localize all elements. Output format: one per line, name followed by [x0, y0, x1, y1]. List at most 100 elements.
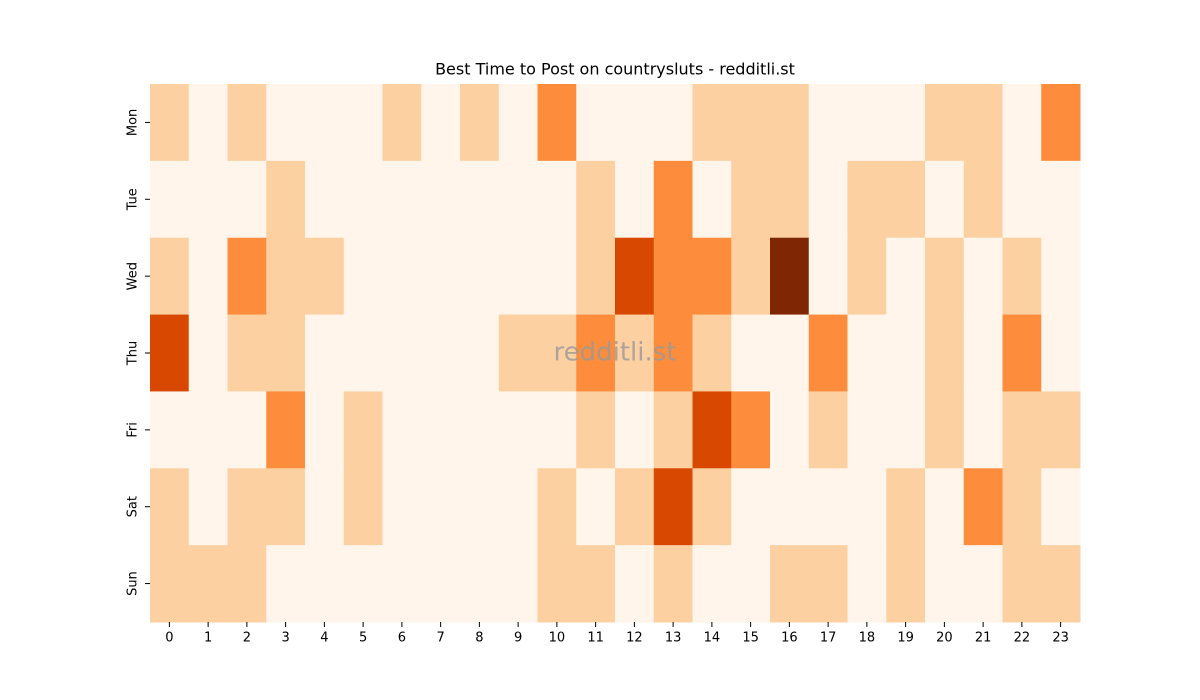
cell	[460, 84, 500, 162]
cell	[227, 468, 267, 546]
cell	[963, 84, 1003, 162]
cell	[343, 160, 383, 239]
cell	[925, 314, 965, 392]
cell	[498, 468, 538, 546]
cell	[266, 545, 306, 623]
cell	[266, 314, 306, 392]
cell	[847, 237, 887, 316]
cell	[1002, 391, 1042, 469]
cell	[537, 468, 577, 546]
cell	[615, 160, 655, 239]
cell	[537, 391, 577, 469]
cell	[343, 391, 383, 469]
cell	[305, 237, 345, 316]
x-tick-label: 18	[859, 631, 876, 646]
x-tick-label: 13	[665, 631, 682, 646]
cell	[421, 314, 461, 392]
cell	[343, 237, 383, 316]
cell	[1002, 84, 1042, 162]
x-tick-label: 11	[587, 631, 604, 646]
cell	[421, 545, 461, 623]
cell	[188, 237, 228, 316]
x-tick-label: 10	[549, 631, 566, 646]
cell	[925, 468, 965, 546]
cell	[227, 237, 267, 316]
cell	[460, 314, 500, 392]
cell	[227, 84, 267, 162]
x-tick-label: 5	[359, 631, 367, 646]
cell	[925, 84, 965, 162]
cell	[770, 314, 810, 392]
y-tick-label: Sat	[126, 496, 141, 517]
cell	[847, 314, 887, 392]
cell	[808, 237, 848, 316]
chart-title: Best Time to Post on countrysluts - redd…	[435, 60, 795, 79]
y-tick-label: Sun	[126, 571, 141, 596]
x-tick-label: 23	[1052, 631, 1069, 646]
cell	[770, 545, 810, 623]
cell	[188, 84, 228, 162]
cell	[1041, 160, 1081, 239]
cell	[925, 391, 965, 469]
cell	[692, 391, 732, 469]
cell	[421, 237, 461, 316]
cell	[382, 237, 422, 316]
cell	[150, 391, 190, 469]
cell	[227, 314, 267, 392]
cell	[576, 468, 616, 546]
cell	[305, 160, 345, 239]
cell	[305, 314, 345, 392]
x-tick-label: 20	[936, 631, 953, 646]
cell	[498, 314, 538, 392]
cell	[382, 468, 422, 546]
cell	[382, 545, 422, 623]
x-tick-label: 21	[975, 631, 992, 646]
cell	[150, 468, 190, 546]
cell	[925, 160, 965, 239]
x-tick-label: 14	[704, 631, 721, 646]
cell	[615, 314, 655, 392]
cell	[227, 545, 267, 623]
x-tick-label: 6	[398, 631, 406, 646]
cell	[847, 545, 887, 623]
y-tick-label: Thu	[126, 341, 141, 366]
cell	[460, 391, 500, 469]
cell	[808, 314, 848, 392]
cell	[1002, 160, 1042, 239]
cell	[847, 160, 887, 239]
cell	[576, 160, 616, 239]
cell	[343, 84, 383, 162]
x-tick-label: 2	[243, 631, 251, 646]
cell	[343, 545, 383, 623]
cell	[150, 545, 190, 623]
cell	[460, 468, 500, 546]
cell	[886, 468, 926, 546]
cell	[692, 84, 732, 162]
cell	[770, 391, 810, 469]
cell	[886, 391, 926, 469]
cell	[653, 545, 693, 623]
cell	[382, 160, 422, 239]
cell	[692, 468, 732, 546]
cell	[227, 160, 267, 239]
y-tick-label: Mon	[126, 109, 141, 136]
cell	[1002, 468, 1042, 546]
cell	[808, 468, 848, 546]
cell	[150, 160, 190, 239]
cell	[576, 314, 616, 392]
cell	[653, 84, 693, 162]
y-tick-label: Tue	[126, 188, 141, 211]
cell	[615, 237, 655, 316]
cell	[731, 314, 771, 392]
cell	[188, 160, 228, 239]
x-tick-label: 7	[436, 631, 444, 646]
cell	[731, 84, 771, 162]
cell	[886, 237, 926, 316]
cell	[731, 391, 771, 469]
cell	[421, 391, 461, 469]
cell	[653, 391, 693, 469]
y-tick-label: Fri	[126, 422, 141, 438]
cell	[382, 391, 422, 469]
cell	[886, 160, 926, 239]
